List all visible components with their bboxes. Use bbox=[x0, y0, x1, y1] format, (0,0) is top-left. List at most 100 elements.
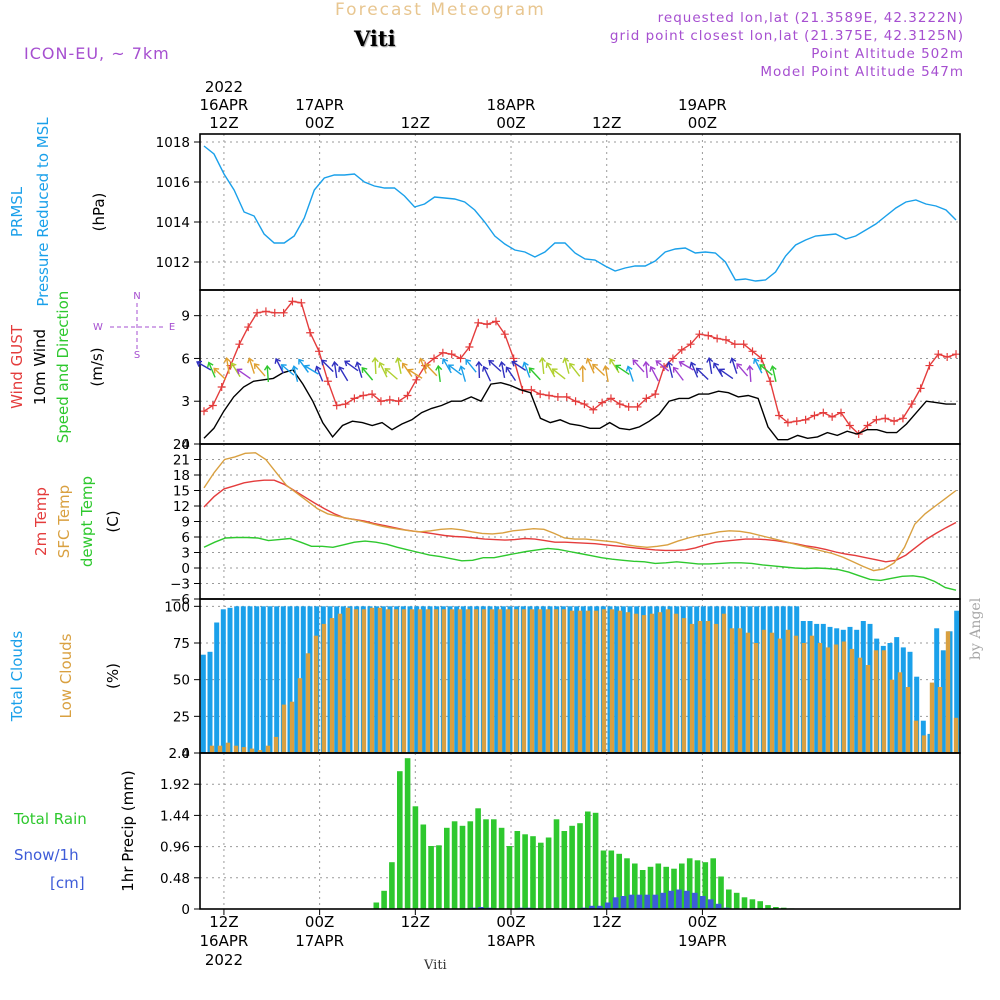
y-tick-label: 1.44 bbox=[160, 808, 190, 824]
bar-total-rain bbox=[577, 823, 583, 909]
gust-marker bbox=[341, 400, 350, 409]
wind-arrow bbox=[488, 359, 502, 372]
bar-total-rain bbox=[773, 907, 779, 909]
bar-low-clouds bbox=[241, 747, 247, 753]
compass-north: N bbox=[133, 291, 140, 302]
legend-snow-unit: [cm] bbox=[50, 874, 85, 892]
bar-total-clouds bbox=[740, 606, 746, 753]
bar-low-clouds bbox=[281, 704, 287, 753]
bar-total-clouds bbox=[774, 606, 780, 753]
wind-arrow-head bbox=[298, 358, 304, 365]
bar-low-clouds bbox=[481, 609, 487, 753]
bar-snow-1h bbox=[652, 894, 659, 909]
bar-low-clouds bbox=[209, 745, 215, 753]
wind-arrow bbox=[615, 364, 630, 376]
bar-total-rain bbox=[397, 771, 403, 909]
gust-marker bbox=[863, 421, 872, 430]
bar-total-clouds bbox=[900, 647, 906, 753]
gust-marker bbox=[704, 331, 713, 340]
gust-marker bbox=[279, 308, 288, 317]
bar-total-rain bbox=[373, 902, 380, 909]
wind-arrow-head bbox=[475, 360, 483, 367]
gust-marker bbox=[323, 377, 332, 386]
wind-arrow-shaft bbox=[442, 358, 452, 374]
top-time-label: 18APR bbox=[487, 96, 536, 114]
bar-snow-1h bbox=[628, 894, 635, 909]
compass-west: W bbox=[93, 322, 103, 333]
bar-total-rain bbox=[459, 825, 466, 909]
wind-arrow bbox=[458, 365, 467, 382]
wind-arrow-shaft bbox=[213, 367, 227, 381]
wind-arrow bbox=[331, 360, 339, 379]
wind-arrow-shaft bbox=[627, 366, 634, 382]
wind-arrow-shaft bbox=[483, 366, 492, 382]
wind-arrow-head bbox=[545, 361, 552, 369]
wind-arrow-shaft bbox=[304, 365, 319, 375]
bar-total-rain bbox=[733, 892, 740, 910]
bar-total-clouds bbox=[620, 606, 626, 753]
wind-arrow-shaft bbox=[615, 364, 630, 376]
wind-arrow-head bbox=[458, 365, 466, 372]
compass-cross bbox=[110, 303, 165, 350]
gust-marker bbox=[730, 340, 739, 349]
bar-low-clouds bbox=[625, 612, 631, 753]
gust-marker bbox=[624, 402, 633, 411]
wind-arrow-head bbox=[498, 361, 506, 367]
gust-marker bbox=[491, 317, 500, 326]
gust-marker bbox=[713, 334, 722, 343]
bar-total-clouds bbox=[540, 606, 546, 753]
bar-total-rain bbox=[467, 821, 474, 910]
bar-low-clouds bbox=[929, 682, 935, 753]
gust-marker bbox=[916, 384, 925, 393]
wind-arrow-head bbox=[602, 364, 610, 371]
gust-marker bbox=[881, 414, 890, 423]
bar-total-clouds bbox=[294, 606, 300, 753]
gust-marker bbox=[695, 330, 704, 339]
series-line-wind-gust bbox=[203, 300, 957, 435]
wind-arrow-head bbox=[736, 363, 743, 369]
bar-low-clouds bbox=[361, 609, 367, 753]
wind-arrow-head bbox=[407, 368, 414, 375]
wind-arrow bbox=[441, 358, 452, 374]
bar-total-clouds bbox=[454, 606, 460, 753]
bar-total-rain bbox=[749, 899, 756, 910]
gust-marker bbox=[270, 308, 279, 317]
model-point-altitude: Model Point Altitude 547m bbox=[760, 64, 964, 80]
wind-arrow bbox=[280, 364, 295, 376]
bar-snow-1h bbox=[684, 890, 690, 909]
bar-snow-1h bbox=[715, 903, 722, 909]
bar-low-clouds bbox=[465, 609, 471, 753]
panel-pressure: 1012 1014 1016 1018 PRMSL Pressure Reduced to… bbox=[8, 117, 961, 307]
bar-low-clouds bbox=[385, 609, 391, 753]
bar-low-clouds bbox=[505, 609, 511, 753]
bar-low-clouds bbox=[497, 609, 503, 753]
wind-arrow-head bbox=[562, 357, 570, 364]
wind-arrow-head bbox=[206, 361, 214, 368]
wind-arrow-head bbox=[759, 364, 766, 370]
bar-low-clouds bbox=[329, 618, 335, 753]
wind-arrow bbox=[505, 366, 517, 382]
bar-total-clouds bbox=[914, 676, 920, 753]
bar-total-clouds bbox=[414, 606, 420, 753]
wind-arrow-head bbox=[672, 366, 679, 373]
gust-marker bbox=[244, 323, 253, 332]
bar-total-rain bbox=[404, 758, 411, 909]
bar-total-clouds bbox=[300, 606, 306, 753]
gust-marker bbox=[447, 350, 456, 359]
wind-arrow bbox=[465, 358, 477, 373]
wind-arrow-head bbox=[274, 357, 281, 364]
wind-arrow bbox=[625, 365, 634, 382]
wind-arrow-shaft bbox=[231, 362, 241, 378]
panel-wind: 0 3 6 9 Wind GUST 10m Wind Speed and Direction… bbox=[8, 289, 961, 453]
gust-marker bbox=[890, 417, 899, 426]
bar-low-clouds bbox=[217, 745, 223, 753]
wind-arrow bbox=[338, 366, 349, 382]
bar-low-clouds bbox=[769, 632, 775, 753]
bar-total-clouds bbox=[734, 606, 740, 753]
wind-arrow-head bbox=[291, 365, 299, 372]
wind-arrow-head bbox=[689, 361, 696, 368]
wind-arrow-shaft bbox=[397, 358, 402, 374]
wind-arrow bbox=[713, 362, 724, 378]
wind-arrow-head bbox=[505, 366, 512, 373]
bar-total-rain bbox=[585, 811, 591, 909]
